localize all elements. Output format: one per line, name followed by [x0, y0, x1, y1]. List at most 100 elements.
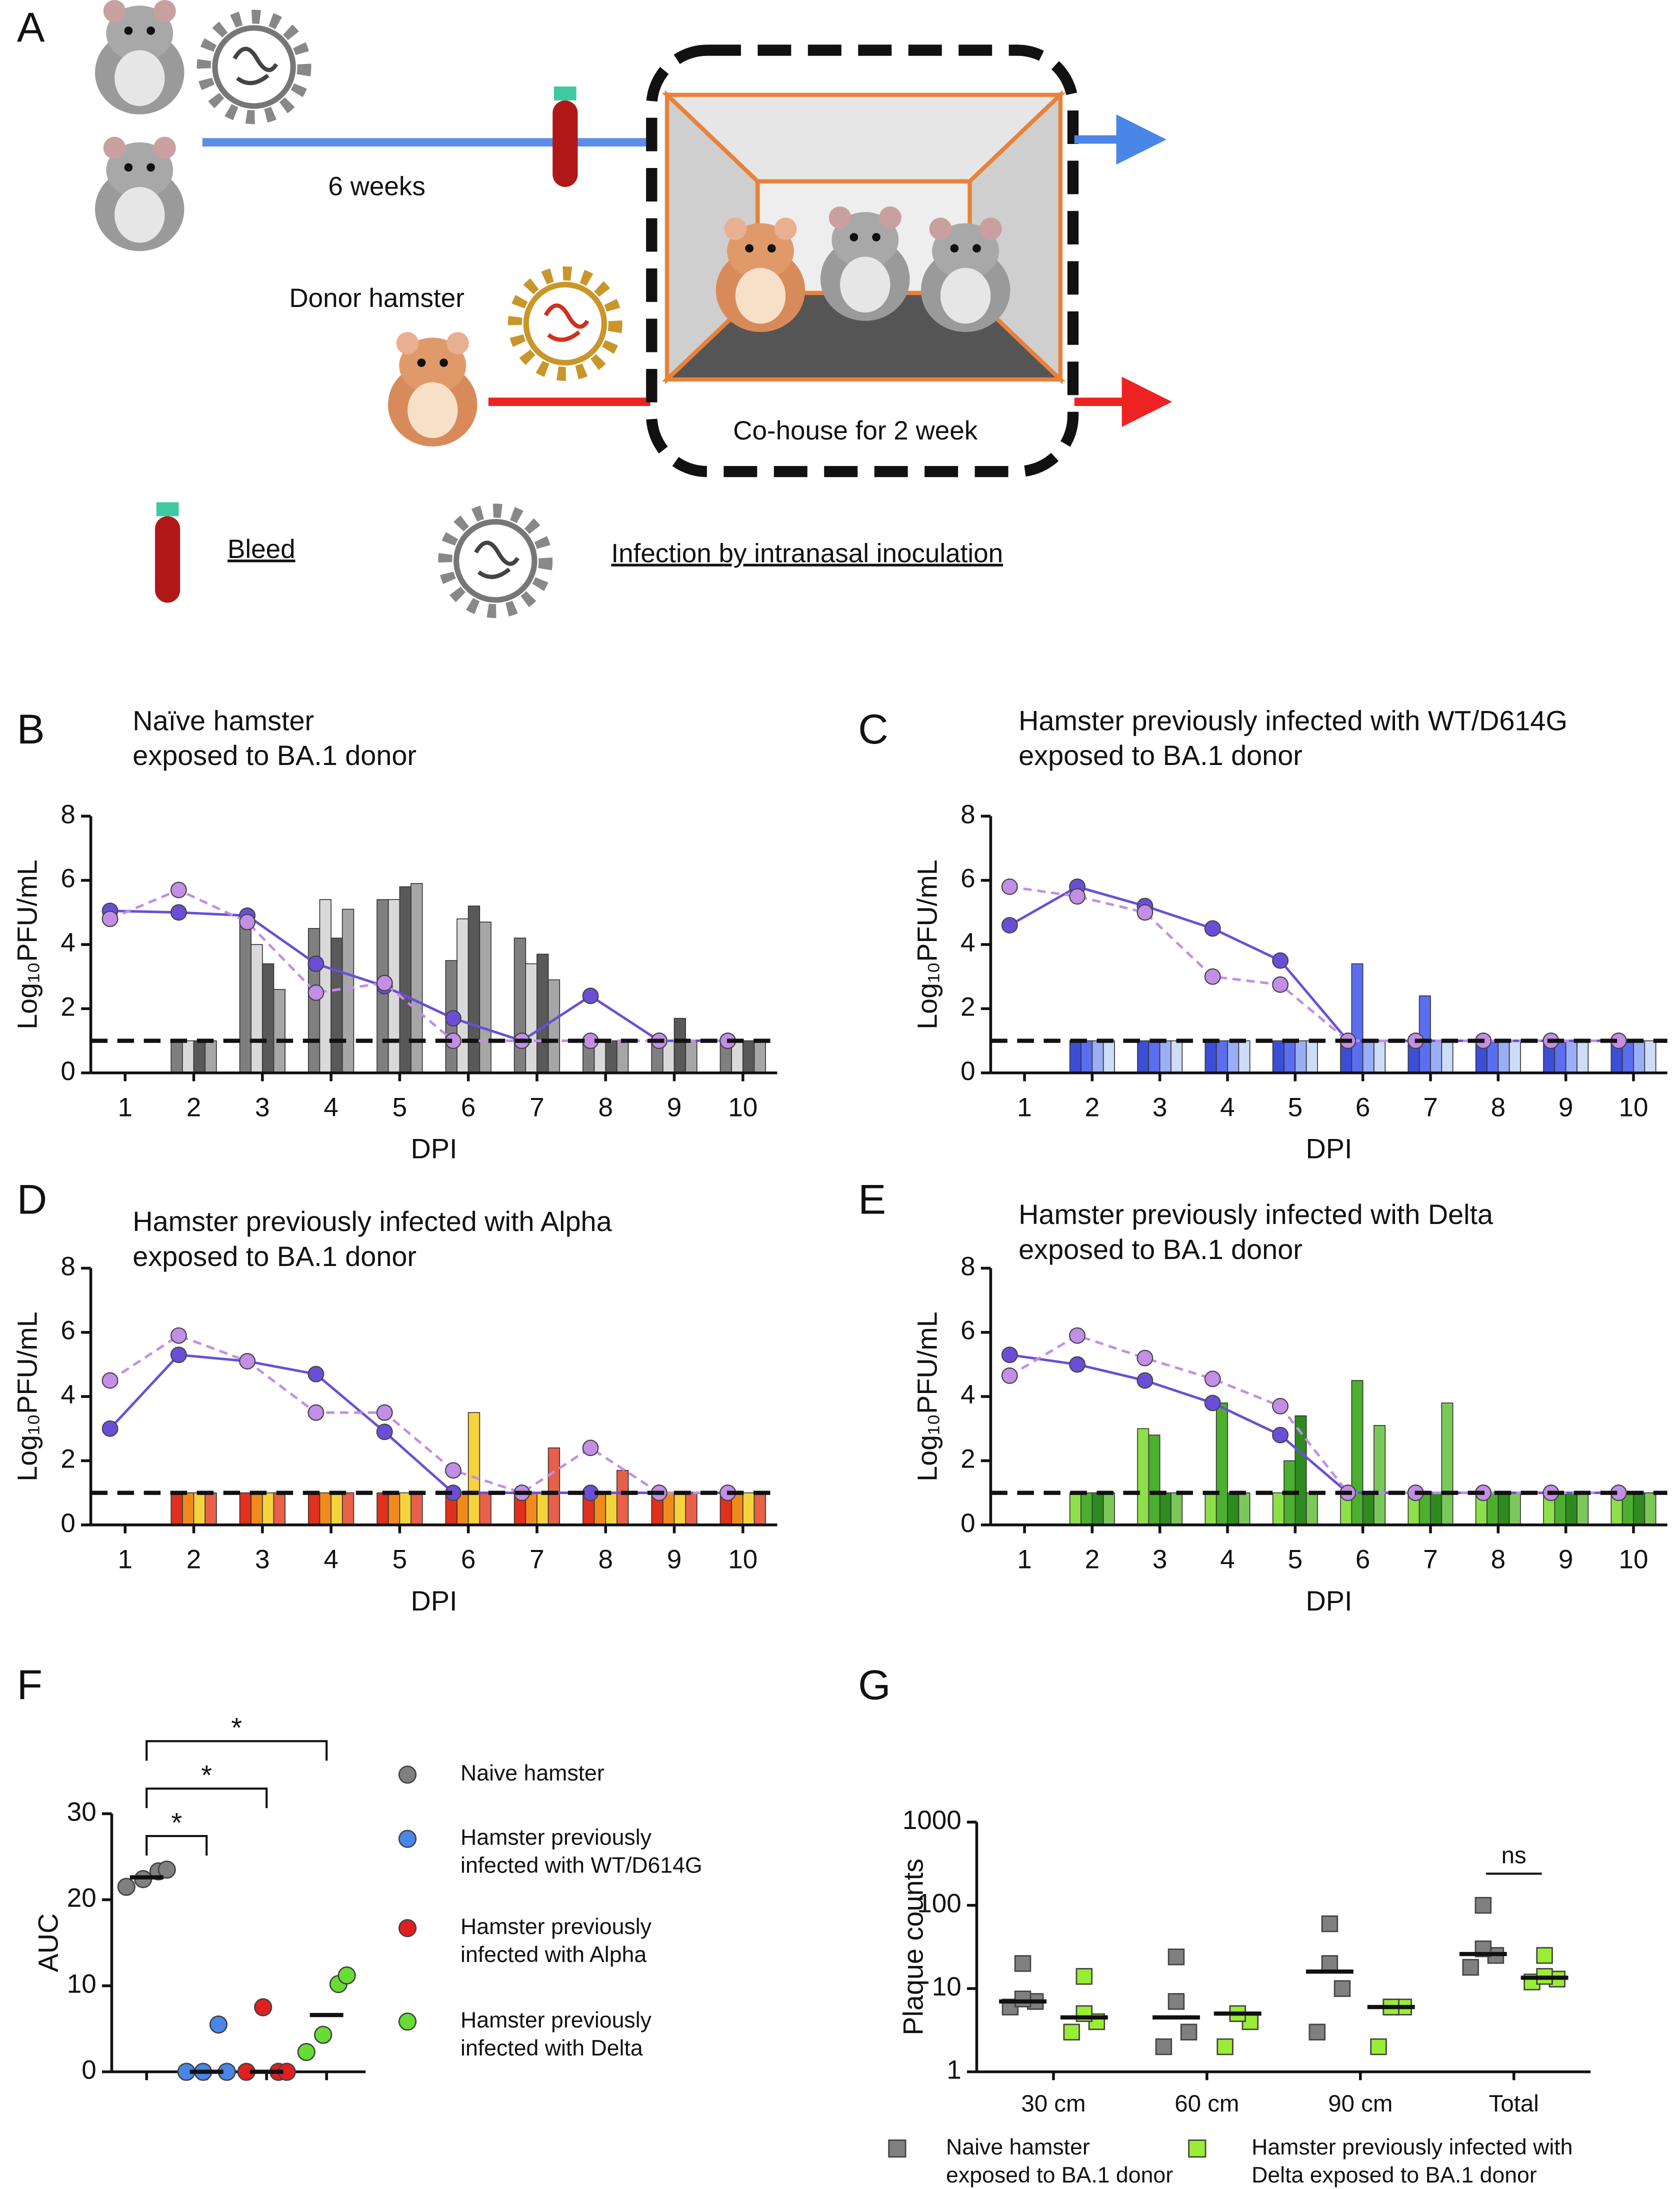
panel-label: B: [17, 706, 45, 752]
bar: [273, 1492, 286, 1526]
annotation: ns: [1502, 1842, 1526, 1868]
x-tick-label: 1: [1017, 1544, 1032, 1574]
bar: [1170, 1040, 1183, 1074]
bar: [674, 1018, 686, 1074]
line: [1008, 1334, 1619, 1494]
point: [1536, 1947, 1553, 1964]
hamster-icon: [94, 136, 184, 252]
x-tick-label: 6: [461, 1544, 476, 1574]
line-point: [1001, 1346, 1018, 1364]
line-point: [1272, 976, 1289, 993]
bar: [1441, 1402, 1454, 1526]
y-tick-label: 6: [60, 1316, 75, 1346]
line-point: [1069, 1356, 1086, 1373]
line-point: [170, 882, 187, 898]
bar: [674, 1492, 686, 1526]
point: [338, 1966, 356, 1985]
bar: [1102, 1492, 1115, 1526]
y-tick-label: 8: [60, 800, 75, 829]
bar: [1170, 1492, 1183, 1526]
donor-hamster-icon: [388, 332, 478, 446]
bar: [1565, 1040, 1578, 1074]
line-point: [1136, 1372, 1154, 1389]
line-point: [1204, 968, 1221, 985]
x-tick-label: 4: [1220, 1544, 1234, 1574]
bar: [1576, 1492, 1589, 1526]
line-point: [308, 984, 324, 1001]
panel-label: E: [858, 1176, 886, 1222]
line-point: [582, 988, 599, 1004]
legend-marker: [888, 2139, 906, 2158]
bar: [1227, 1492, 1240, 1526]
x-tick-label: 3: [1152, 1092, 1167, 1122]
virus-icon: [204, 16, 304, 117]
bar: [468, 1412, 480, 1526]
point: [1168, 1948, 1185, 1966]
bar: [1306, 1492, 1318, 1526]
x-tick-label: 5: [1288, 1544, 1302, 1574]
x-tick-label: 9: [667, 1544, 682, 1574]
point: [314, 2026, 332, 2044]
legend-marker: [398, 1766, 417, 1784]
bar: [1508, 1040, 1521, 1074]
y-tick-label: 1: [946, 2056, 961, 2085]
bar: [330, 938, 343, 1074]
bar: [182, 1492, 194, 1526]
legend-label: Hamster previously infected with WT/D614G: [460, 1825, 702, 1878]
bar: [1092, 1492, 1104, 1526]
line-point: [1136, 1350, 1154, 1366]
significance-label: *: [201, 1760, 212, 1791]
bar: [1137, 1040, 1150, 1074]
point: [1334, 1980, 1351, 1997]
line-point: [1001, 878, 1018, 895]
x-tick-label: 10: [728, 1544, 758, 1574]
x-axis-label: DPI: [411, 1585, 458, 1616]
bar: [342, 908, 354, 1074]
y-tick-label: 2: [960, 992, 975, 1022]
x-tick-label: 10: [1619, 1544, 1648, 1574]
legend-label: Infection by intranasal inoculation: [611, 539, 1003, 568]
bar: [1576, 1040, 1589, 1074]
y-tick-label: 10: [932, 1972, 962, 2002]
bar: [1092, 1040, 1104, 1074]
point: [1370, 2038, 1387, 2056]
line: [109, 1354, 728, 1494]
point: [1308, 2024, 1326, 2040]
bar: [616, 1470, 629, 1526]
bar: [1362, 1492, 1374, 1526]
panel-label: G: [858, 1661, 890, 1708]
line: [109, 1334, 728, 1494]
y-axis-label: Log₁₀PFU/mL: [12, 860, 43, 1030]
significance-label: *: [231, 1712, 242, 1744]
tube-icon: [154, 502, 180, 603]
line-point: [102, 1372, 118, 1389]
x-tick-label: 4: [324, 1092, 338, 1122]
bar: [193, 1040, 206, 1074]
bar: [262, 1492, 274, 1526]
line: [1009, 885, 1619, 1042]
line-point: [1272, 1398, 1289, 1414]
y-tick-label: 6: [60, 864, 75, 894]
bar: [754, 1492, 766, 1526]
bar: [410, 883, 423, 1074]
x-tick-label: 5: [1288, 1092, 1302, 1122]
x-tick-label: 9: [1558, 1092, 1573, 1122]
bar: [1430, 1040, 1442, 1074]
x-tick-label: 8: [1491, 1544, 1506, 1574]
point: [117, 1878, 136, 1896]
hamster-icon: [716, 218, 806, 332]
bar: [525, 963, 538, 1074]
point: [1168, 1993, 1185, 2010]
bar: [1238, 1492, 1250, 1526]
legend-marker: [398, 1919, 417, 1938]
legend-label: Hamster previously infected with Alpha: [460, 1914, 652, 1967]
y-tick-label: 1000: [902, 1806, 962, 1835]
x-axis-label: DPI: [1306, 1585, 1352, 1616]
cohouse-box: [646, 44, 1079, 478]
bar: [1204, 1492, 1217, 1526]
bar: [742, 1492, 755, 1526]
x-tick-label: 9: [1558, 1544, 1573, 1574]
x-tick-label: 7: [1423, 1544, 1438, 1574]
y-tick-label: 4: [960, 1380, 975, 1410]
bar: [1284, 1040, 1296, 1074]
